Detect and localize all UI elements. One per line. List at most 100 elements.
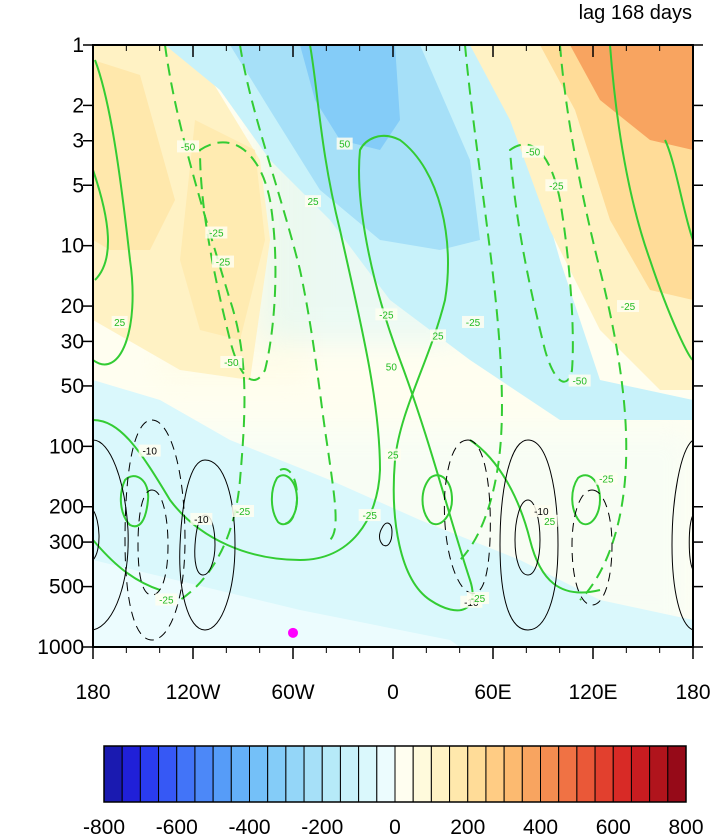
colorbar-box — [412, 745, 432, 803]
colorbar-box — [667, 745, 687, 803]
contour-label-bg — [358, 509, 381, 522]
contour-label-bg — [177, 140, 199, 153]
y-axis: 1 2 3 5 10 20 30 50 100 200 300 500 1000 — [37, 34, 703, 659]
contour-labels: -50 -25 -25 25 -50 50 25 -25 25 50 -25 25 -25 -25 -25 -… — [111, 137, 639, 609]
cool-region-lower-bottom — [93, 560, 460, 647]
colorbar-box — [303, 745, 323, 803]
chart-title: lag 168 days — [579, 2, 692, 24]
contour-label-text: 50 — [339, 140, 351, 151]
contour-label-bg — [190, 512, 213, 525]
y-tick-label: 200 — [49, 496, 84, 519]
contour-label-0: -50 — [177, 140, 199, 153]
colorbar-box — [576, 745, 596, 803]
colorbar-label: -200 — [301, 816, 343, 838]
contour-label-25: -25 — [467, 592, 489, 605]
contour-label-bg — [617, 300, 639, 313]
contour-label-10: -25 — [462, 315, 484, 329]
contour-label-4: -50 — [220, 356, 243, 369]
colorbar-box — [649, 745, 669, 803]
contour-label-text: -25 — [471, 594, 486, 605]
contour-pos-25-b — [93, 169, 109, 281]
contour-label-6: 25 — [305, 195, 321, 208]
contour-label-19: 25 — [541, 514, 558, 528]
contour-label-text: -10 — [194, 515, 209, 526]
colorbar-box — [558, 745, 578, 803]
contour-label-bg — [111, 315, 128, 328]
contour-label-bg — [212, 255, 234, 268]
contour-label-text: -50 — [572, 377, 587, 388]
contour-label-text: 25 — [114, 318, 126, 329]
contour-label-text: -25 — [379, 310, 394, 321]
contour-label-bg — [541, 514, 558, 527]
colorbar-box — [358, 745, 378, 803]
contour-pos-10-h — [688, 514, 693, 571]
colorbar-label: -600 — [156, 816, 198, 838]
colorbar-label: 0 — [389, 816, 401, 838]
black-solid-contours — [93, 439, 693, 631]
cool-region-upper-core — [300, 45, 400, 150]
contour-blob-a — [119, 475, 150, 528]
contour-pos-25-g — [469, 439, 601, 594]
y-tick-label: 10 — [61, 235, 84, 258]
colorbar-box — [158, 745, 178, 803]
contour-label-bg — [545, 179, 568, 192]
contour-pos-10-d — [194, 514, 216, 576]
x-tick-label: 120W — [166, 681, 221, 704]
contour-label-bg — [467, 592, 489, 605]
colorbar-box — [249, 745, 269, 803]
contour-label-text: -25 — [362, 511, 377, 522]
colorbar-frame — [103, 745, 687, 803]
contour-label-text: -10 — [534, 507, 549, 518]
colorbar-box — [430, 745, 451, 803]
contour-neg-10-a — [124, 419, 186, 641]
contour-label-text: 25 — [307, 197, 319, 208]
contour-label-bg — [232, 504, 254, 517]
contour-label-bg — [138, 444, 161, 457]
colorbar-label: -800 — [83, 816, 125, 838]
contour-label-20: -10 — [138, 444, 161, 458]
contour-label-bg — [220, 356, 243, 369]
contour-pos-10-e — [499, 439, 559, 631]
colorbar-box — [449, 745, 469, 803]
colorbar: -800 -600 -400 -200 0 200 400 600 800 — [83, 745, 704, 838]
y-tick-label: 1000 — [37, 636, 84, 659]
colorbar-label: -400 — [228, 816, 270, 838]
colorbar-box — [594, 745, 614, 803]
contour-label-bg — [375, 308, 398, 321]
colorbar-box — [485, 745, 505, 803]
cool-region-upper-mid — [230, 45, 480, 250]
contour-pos-small — [379, 522, 393, 547]
contour-label-bg — [430, 329, 446, 342]
colorbar-label: 800 — [668, 816, 703, 838]
colorbar-box — [521, 745, 541, 803]
contour-label-bg — [568, 374, 591, 387]
y-tick-label: 2 — [72, 94, 84, 117]
contour-label-bg — [336, 137, 353, 150]
contour-label-text: 25 — [544, 517, 556, 528]
y-tick-label: 100 — [49, 435, 84, 458]
y-tick-label: 300 — [49, 531, 84, 554]
y-tick-label: 500 — [49, 576, 84, 599]
contour-label-text: -25 — [549, 181, 564, 192]
colorbar-box — [194, 745, 214, 803]
x-tick-label: 180 — [75, 681, 110, 704]
colorbar-box — [376, 745, 396, 803]
contour-neg-10-b — [137, 489, 169, 596]
contour-label-text: -25 — [466, 318, 481, 329]
colorbar-box — [394, 745, 414, 803]
reference-point-marker — [288, 627, 298, 638]
contour-blob-c — [571, 474, 602, 526]
contour-label-text: -25 — [159, 596, 174, 607]
contour-label-11: 25 — [385, 448, 401, 462]
warm-region-upper-left-core — [93, 60, 175, 250]
contour-pos-25-a — [93, 59, 134, 366]
contour-label-2: -25 — [212, 255, 234, 269]
y-tick-label: 3 — [72, 130, 84, 153]
colorbar-box — [267, 745, 287, 803]
contour-neg-10-d — [571, 489, 613, 606]
contour-label-bg — [205, 226, 228, 239]
contour-label-bg — [155, 593, 178, 606]
contour-neg-25-b — [239, 45, 337, 541]
x-tick-label: 60W — [271, 681, 314, 704]
